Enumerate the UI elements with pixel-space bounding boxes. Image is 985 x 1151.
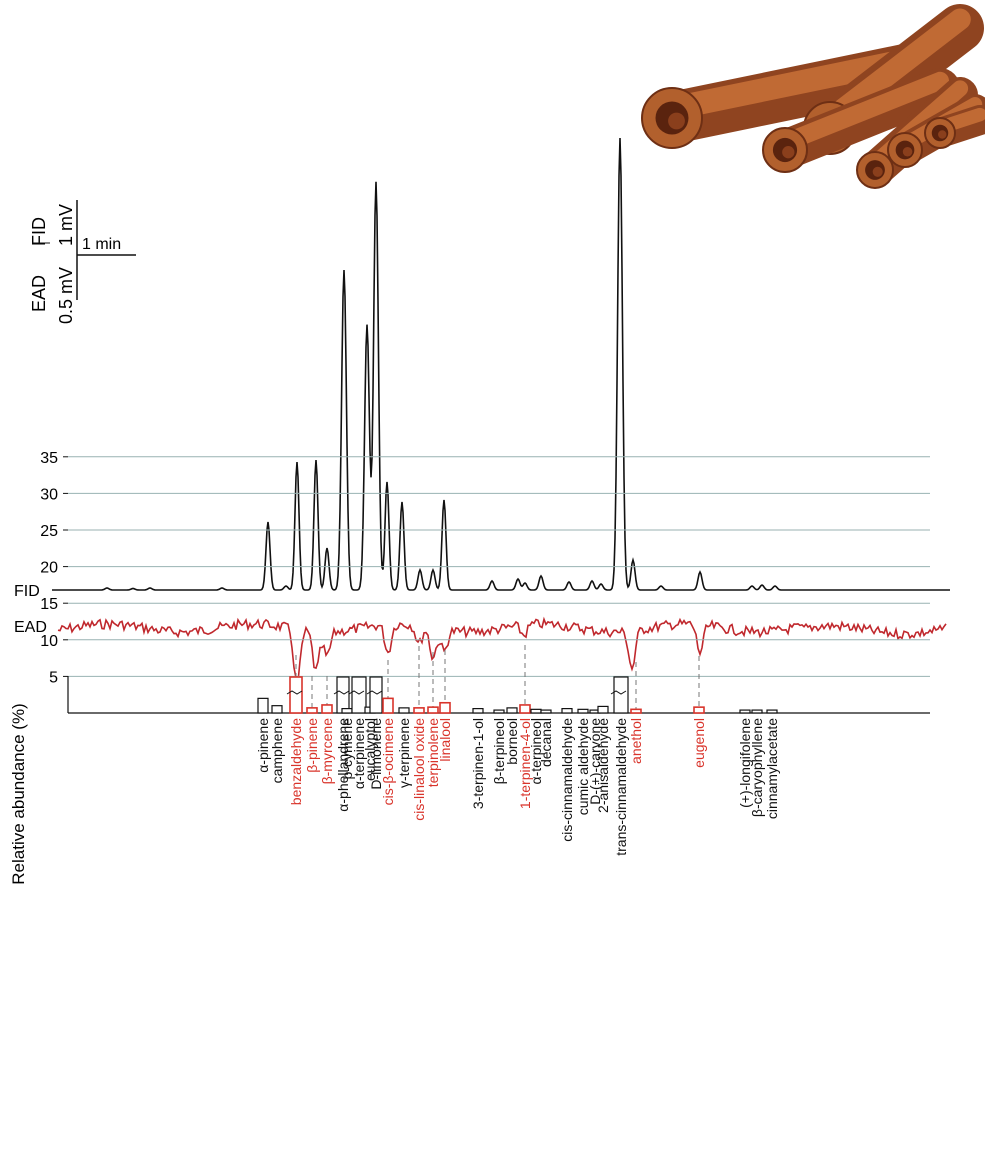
category-label: decanal (538, 718, 554, 767)
y-tick-label: 15 (40, 596, 58, 613)
ead-trace-label: EAD (14, 619, 47, 636)
bar (382, 697, 394, 714)
category-label: α-pinene (255, 718, 271, 773)
grid (68, 456, 930, 677)
category-label: β-pinene (304, 718, 320, 773)
y-axis-label: Relative abundance (%) (9, 703, 28, 884)
category-label: β-terpineol (491, 718, 507, 784)
scale-ead-mv: 0.5 mV (56, 267, 76, 324)
scale-time-label: 1 min (82, 236, 121, 253)
y-tick-label: 5 (49, 669, 58, 686)
category-label: eucalyptol (362, 718, 378, 781)
category-label: α-terpinene (351, 718, 367, 789)
category-label: β-myrcene (319, 718, 335, 785)
axis-break-mark (333, 690, 350, 695)
bar (427, 706, 439, 714)
bar (577, 708, 589, 714)
category-label: D-limonene (368, 718, 384, 790)
scale-fid-label: FID (29, 217, 49, 246)
bar (413, 707, 425, 714)
category-label: 3-terpinen-1-ol (470, 718, 486, 809)
bar (530, 708, 542, 714)
category-label: cumic aldehyde (575, 718, 591, 815)
bar (751, 709, 763, 714)
category-label: eugenol (691, 718, 707, 768)
bar (472, 708, 484, 714)
bar (341, 708, 353, 714)
category-label: 1-terpinen-4-ol (517, 718, 533, 809)
scale-ead-label: EAD (29, 275, 49, 312)
bar (321, 704, 333, 714)
axis-break-mark (610, 690, 627, 695)
y-tick-label: 30 (40, 486, 58, 503)
axis-break-mark (348, 690, 365, 695)
bar (693, 706, 705, 714)
scale-bar: FID 1 mV EAD 0.5 mV 1 min (29, 200, 136, 324)
bar (306, 707, 318, 714)
category-label: anethol (628, 718, 644, 764)
bar (766, 709, 778, 714)
category-label: β-caryophyllene (749, 718, 765, 817)
y-axis: 5 10 15 20 25 30 35 (40, 450, 930, 714)
category-label: 2-anisaldehyde (595, 718, 611, 813)
y-tick-label: 35 (40, 450, 58, 467)
category-label: terpinolene (425, 718, 441, 787)
bar (506, 707, 518, 714)
scale-fid-mv: 1 mV (56, 204, 76, 246)
bar (540, 709, 552, 714)
category-label: cis-cinnamaldehyde (559, 718, 575, 842)
fid-trace (52, 137, 950, 591)
bar (289, 676, 303, 714)
y-tick-label: 10 (40, 633, 58, 650)
bar (630, 708, 642, 714)
bar (519, 704, 531, 714)
bar (351, 676, 367, 714)
category-label: α-terpineol (528, 718, 544, 784)
category-label: α-phellandrene (335, 718, 351, 812)
category-label: cinnamylacetate (764, 718, 780, 819)
fid-trace-label: FID (14, 583, 40, 600)
bar (597, 705, 609, 714)
axis-break-mark (366, 690, 383, 695)
y-tick-label: 20 (40, 560, 58, 577)
bar (739, 709, 751, 714)
category-label: trans-cinnamaldehyde (613, 718, 629, 856)
bar (613, 676, 629, 714)
category-label: p-cymene (339, 718, 355, 780)
bar (561, 708, 573, 714)
category-label: (+)-longifolene (737, 718, 753, 808)
bar (369, 676, 383, 714)
ead-trace (57, 616, 947, 685)
category-label: γ-terpinene (396, 718, 412, 788)
bars (257, 676, 778, 714)
bar (439, 701, 451, 714)
cinnamon-photo (641, 4, 985, 189)
axis-break-mark (286, 690, 303, 695)
bar (398, 707, 410, 714)
category-label: linalool (437, 718, 453, 762)
bar (271, 705, 283, 714)
category-label: benzaldehyde (288, 718, 304, 805)
cinnamon-stick (924, 105, 985, 149)
bar (493, 709, 505, 714)
y-tick-label: 25 (40, 523, 58, 540)
bar (336, 676, 350, 714)
category-label: D-(+)-carvone (587, 718, 603, 805)
cinnamon-stick (762, 68, 960, 173)
category-label: camphene (269, 718, 285, 784)
category-label: borneol (504, 718, 520, 765)
category-label: cis-linalool oxide (411, 718, 427, 821)
bar (257, 697, 269, 714)
category-label: cis-β-ocimene (380, 718, 396, 806)
ead-guide-lines (295, 645, 700, 710)
